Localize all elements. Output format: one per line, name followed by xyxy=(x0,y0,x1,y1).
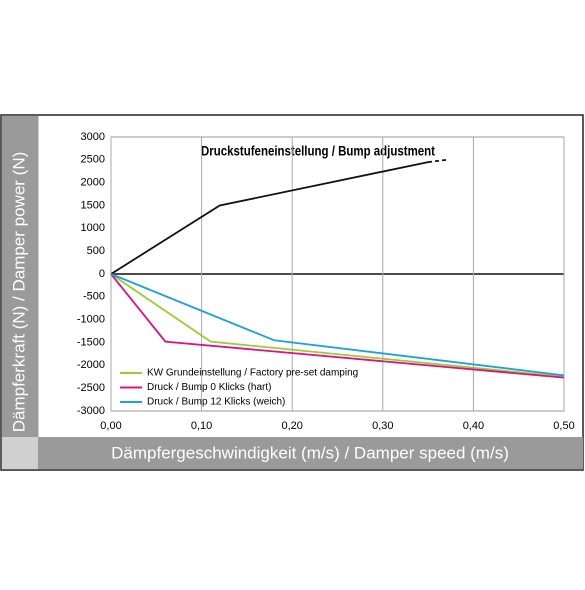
x-tick-label: 0,30 xyxy=(372,420,393,432)
legend-label: Druck / Bump 12 Klicks (weich) xyxy=(147,397,285,408)
y-tick-label: 1500 xyxy=(81,199,105,211)
y-axis-label: Dämpferkraft (N) / Damper power (N) xyxy=(9,152,28,433)
x-band xyxy=(38,437,583,469)
y-tick-label: -1500 xyxy=(77,336,105,348)
x-tick-label: 0,20 xyxy=(281,420,302,432)
y-band xyxy=(1,115,39,470)
legend-label: Druck / Bump 0 Klicks (hart) xyxy=(147,382,271,393)
y-tick-label: 2000 xyxy=(81,177,105,189)
y-tick-label: -2000 xyxy=(77,359,105,371)
series-line xyxy=(110,158,447,275)
y-tick-label: 500 xyxy=(87,245,105,257)
x-tick-label: 0,40 xyxy=(463,420,484,432)
x-tick-label: 0,50 xyxy=(553,420,574,432)
chart-title: Druckstufeneinstellung / Bump adjustment xyxy=(201,143,436,159)
x-tick-label: 0,10 xyxy=(191,420,212,432)
y-tick-label: 1000 xyxy=(81,222,105,234)
series-line xyxy=(110,273,565,378)
y-tick-label: -1000 xyxy=(77,314,105,326)
y-tick-label: -3000 xyxy=(77,405,105,417)
corner xyxy=(2,437,38,469)
y-tick-label: 0 xyxy=(99,268,105,280)
series-line xyxy=(110,273,565,379)
x-tick-label: 0,00 xyxy=(100,420,121,432)
x-axis-label: Dämpfergeschwindigkeit (m/s) / Damper sp… xyxy=(111,443,509,462)
series-line xyxy=(110,273,565,377)
y-tick-label: -500 xyxy=(83,291,105,303)
y-tick-label: -2500 xyxy=(77,382,105,394)
y-tick-label: 2500 xyxy=(81,154,105,166)
y-tick-label: 3000 xyxy=(81,131,105,143)
legend-label: KW Grundeinstellung / Factory pre-set da… xyxy=(147,368,358,379)
